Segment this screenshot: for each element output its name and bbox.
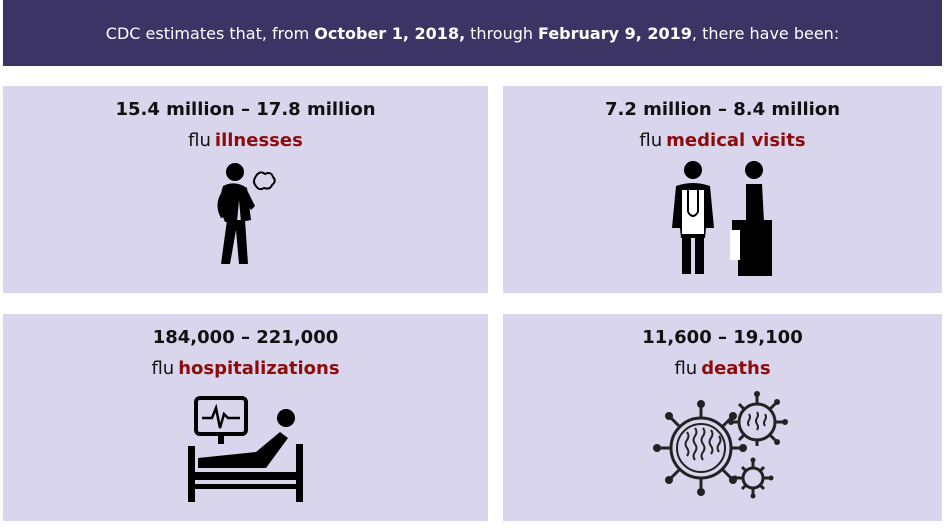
stat-prefix: flu bbox=[674, 358, 698, 379]
stat-label: flu illnesses bbox=[3, 130, 488, 151]
stat-card: 7.2 million – 8.4 million flu medical vis… bbox=[503, 86, 942, 293]
stat-term: illnesses bbox=[214, 130, 303, 151]
header-text: through bbox=[470, 23, 534, 43]
stat-prefix: flu bbox=[639, 130, 663, 151]
header-date: October 1, 2018, bbox=[314, 24, 465, 43]
stat-term: deaths bbox=[701, 358, 771, 379]
header-date-text: October 1, 2018, bbox=[314, 23, 466, 43]
stat-term: hospitalizations bbox=[178, 358, 340, 379]
medical-visit-icon bbox=[671, 161, 772, 276]
stat-prefix: flu bbox=[188, 130, 211, 151]
header-text: , there have been: bbox=[691, 23, 840, 43]
sick-person-icon bbox=[216, 163, 276, 264]
stat-label: flu hospitalizations bbox=[3, 358, 488, 379]
stat-label: flu medical visits bbox=[503, 130, 942, 151]
hospital-bed-icon bbox=[187, 396, 303, 502]
stat-card: 15.4 million – 17.8 million flu illnesses bbox=[3, 86, 488, 293]
stat-range: 15.4 million – 17.8 million bbox=[115, 99, 376, 120]
stat-card: 184,000 – 221,000 flu hospitalizations bbox=[3, 314, 488, 521]
stat-term: medical visits bbox=[666, 130, 806, 151]
header-banner: CDC estimates that, from October 1, 2018… bbox=[3, 0, 942, 66]
stat-card: 11,600 – 19,100 flu deaths bbox=[503, 314, 942, 521]
stat-range: 11,600 – 19,100 bbox=[642, 327, 803, 348]
header-date-text: February 9, 2019 bbox=[538, 23, 692, 43]
virus-icon bbox=[652, 391, 788, 499]
stat-range: 184,000 – 221,000 bbox=[152, 327, 339, 348]
stat-prefix: flu bbox=[151, 358, 175, 379]
header-date: February 9, 2019 bbox=[538, 24, 692, 43]
header-text: CDC estimates that, from bbox=[105, 23, 310, 43]
stat-range: 7.2 million – 8.4 million bbox=[604, 99, 841, 120]
stat-label: flu deaths bbox=[503, 358, 942, 379]
